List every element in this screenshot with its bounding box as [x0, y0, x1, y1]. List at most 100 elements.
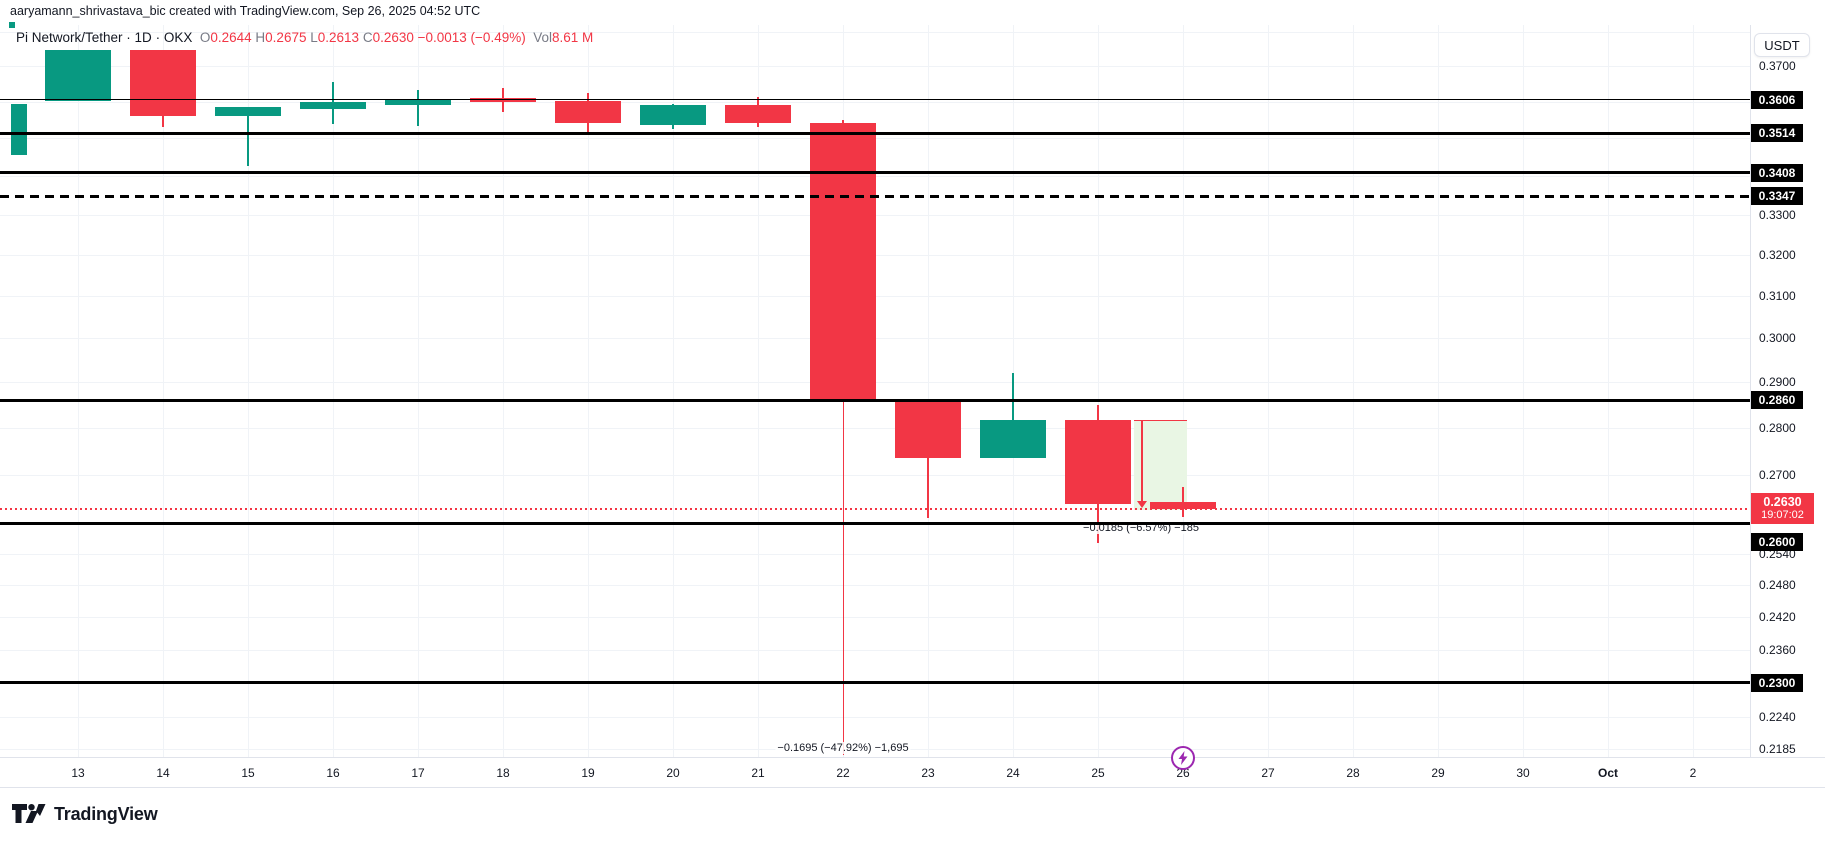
close-value: 0.2630	[372, 30, 414, 45]
candle-wick-low	[247, 116, 249, 167]
time-tick-label: 21	[751, 765, 765, 780]
open-value: 0.2644	[210, 30, 252, 45]
price-tick-label: 0.2900	[1759, 375, 1796, 390]
candle-wick-high	[842, 120, 844, 124]
level-price-label: 0.3514	[1751, 124, 1803, 143]
tradingview-logo-text[interactable]: TradingView	[54, 803, 158, 824]
grid-line-vertical	[1438, 25, 1439, 757]
horizontal-level-line[interactable]	[0, 98, 1750, 101]
current-price-value: 0.2630	[1763, 495, 1802, 510]
price-tick-label: 0.2700	[1759, 468, 1796, 482]
time-tick-label: 25	[1091, 765, 1105, 780]
level-price-label: 0.3606	[1751, 90, 1803, 109]
candle-wick-low	[332, 109, 334, 125]
measure-line	[842, 400, 844, 755]
price-tick-label: 0.2240	[1759, 710, 1796, 725]
level-price-label: 0.3408	[1751, 163, 1803, 182]
symbol-name[interactable]: Pi Network/Tether	[16, 30, 123, 45]
attribution-bar: aaryamann_shrivastava_bic created with T…	[10, 4, 480, 18]
grid-line-vertical	[1608, 25, 1609, 757]
exchange-name: OKX	[163, 30, 193, 45]
horizontal-level-line[interactable]	[0, 398, 1750, 402]
candle-body	[895, 400, 961, 458]
tradingview-logo-icon[interactable]	[12, 803, 46, 825]
horizontal-level-line[interactable]	[0, 681, 1750, 685]
candle-body	[385, 99, 451, 105]
candle-body	[300, 102, 366, 110]
candle-wick-high	[332, 82, 334, 103]
candle-wick-low	[757, 123, 759, 127]
price-tick-label: 0.2800	[1759, 420, 1796, 435]
horizontal-level-line[interactable]	[0, 131, 1750, 135]
footer: TradingView	[12, 803, 158, 825]
time-tick-label: 27	[1261, 765, 1275, 780]
candle-wick-high	[1097, 404, 1099, 420]
candle-wick-clipped	[9, 22, 15, 28]
price-axis[interactable]: USDT 0.3700 0.3300 0.3200 0.3100 0.3000 0.290…	[1750, 25, 1825, 788]
price-tick-label: 0.2360	[1759, 642, 1796, 657]
time-tick-label: 17	[411, 765, 425, 780]
grid-line-horizontal	[0, 649, 1750, 651]
horizontal-level-line[interactable]	[0, 171, 1750, 175]
candle-body	[1150, 502, 1216, 510]
time-tick-label: 19	[581, 765, 595, 780]
price-range-box	[1134, 419, 1187, 511]
horizontal-level-line[interactable]	[0, 522, 1750, 526]
candle-wick-high	[1012, 372, 1014, 420]
grid-line-horizontal	[0, 101, 1750, 103]
candle-wick-high	[417, 90, 419, 99]
time-tick-label: Oct	[1597, 765, 1619, 780]
candle-wick-high	[502, 88, 504, 98]
price-tick-label: 0.3200	[1759, 247, 1796, 262]
time-tick-label: 23	[921, 765, 935, 780]
candle-wick-low	[417, 104, 419, 126]
candle-wick-high	[757, 97, 759, 105]
measure-label: −0.1695 (−47.92%) −1,695	[775, 742, 911, 754]
time-tick-label: 18	[496, 765, 510, 780]
measure-arrow-head	[1137, 501, 1147, 509]
time-tick-label: 29	[1431, 765, 1445, 780]
flash-marker-icon[interactable]	[1171, 745, 1195, 770]
chart-area[interactable]: Pi Network/Tether · 1D · OKX O0.2644 H0.…	[0, 22, 1750, 770]
bar-countdown-timer: 19:07:02	[1761, 509, 1804, 522]
grid-line-vertical	[163, 25, 164, 757]
price-tick-label: 0.3300	[1759, 207, 1796, 222]
candle-body	[130, 49, 196, 116]
symbol-legend[interactable]: Pi Network/Tether · 1D · OKX O0.2644 H0.…	[16, 30, 594, 45]
volume-value: 8.61 M	[552, 30, 594, 45]
price-tick-label: 0.2480	[1759, 578, 1796, 593]
measure-arrow-line	[1141, 419, 1143, 502]
candle-wick-high	[587, 93, 589, 102]
currency-toggle-button[interactable]: USDT	[1754, 33, 1810, 57]
candle-wick-low	[672, 125, 674, 130]
candle-wick-low	[587, 123, 589, 134]
timeframe[interactable]: 1D	[134, 30, 152, 45]
grid-line-vertical	[1268, 25, 1269, 757]
grid-line-vertical	[673, 25, 674, 757]
level-price-label: 0.2300	[1751, 673, 1803, 692]
time-tick-label: 2	[1689, 765, 1697, 780]
candle-wick-low	[1182, 509, 1184, 518]
grid-line-vertical	[1693, 25, 1694, 757]
time-tick-label: 30	[1516, 765, 1530, 780]
grid-line-horizontal	[0, 554, 1750, 556]
candle-body	[810, 123, 876, 401]
grid-line-horizontal	[0, 427, 1750, 429]
level-price-label: 0.2860	[1751, 391, 1803, 410]
candle-wick-low	[162, 116, 164, 127]
candle-body	[1065, 419, 1131, 505]
horizontal-level-line[interactable]	[0, 194, 1750, 198]
time-tick-label: 15	[241, 765, 255, 780]
grid-line-vertical	[1523, 25, 1524, 757]
grid-line-vertical	[588, 25, 589, 757]
grid-line-horizontal	[0, 66, 1750, 68]
grid-line-horizontal	[0, 475, 1750, 476]
time-tick-label: 22	[836, 765, 850, 780]
candle-body	[215, 107, 281, 116]
change-value: −0.0013 (−0.49%)	[417, 30, 526, 45]
time-tick-label: 14	[156, 765, 170, 780]
candle-wick-high	[672, 103, 674, 105]
candle-wick-low	[502, 102, 504, 112]
time-axis[interactable]: 13 14 15 16 17 18 19 20 21 22 23 24 25 26 27 28 29 30 Oct 2	[0, 757, 1825, 788]
